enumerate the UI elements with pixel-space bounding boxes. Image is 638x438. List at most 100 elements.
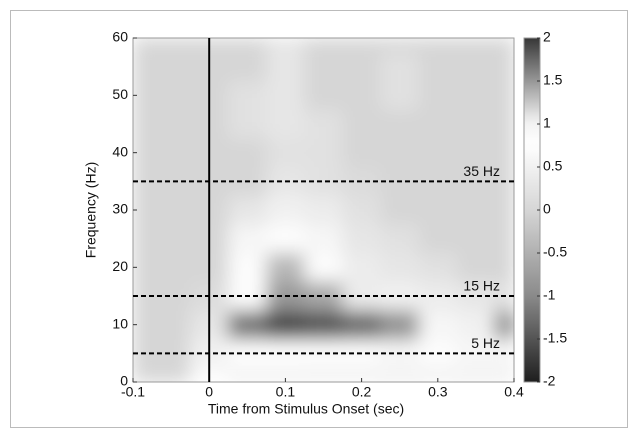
x-tick-label: 0.1 [276,384,296,400]
band-label: 15 Hz [463,278,500,294]
heat-cell [494,109,514,139]
heat-cell [418,138,458,168]
heat-cell [266,367,305,382]
colorbar-tick-label: -1 [543,287,556,303]
heat-cell [456,195,496,225]
y-tick-label: 50 [112,86,128,102]
heat-cell [304,195,344,225]
heat-cell [304,224,344,254]
heat-cell [266,52,305,82]
heat-cell [133,224,153,254]
heat-cell [342,109,382,139]
heat-cell [418,224,458,254]
heat-cell [342,52,382,82]
heat-cell [380,109,420,139]
y-axis-label: Frequency (Hz) [83,162,99,258]
x-tick-label: 0 [205,384,213,400]
heat-cell [228,81,267,111]
heat-cell [266,109,305,139]
heat-cell [228,310,267,340]
heat-cell [133,367,153,382]
heat-cell [133,109,153,139]
heat-cell [494,195,514,225]
heat-cell [152,367,191,382]
heat-cell [228,195,267,225]
heat-cell [494,38,514,53]
x-tick-label: 0.4 [504,384,524,400]
y-tick-label: 60 [112,29,128,45]
heat-cell [266,310,305,340]
y-tick-label: 40 [112,143,128,159]
heat-cell [133,38,153,53]
heat-cell [456,38,496,53]
heat-cell [266,81,305,111]
heat-cell [380,81,420,111]
heat-cell [266,195,305,225]
heat-cell [228,52,267,82]
heat-cell [228,38,267,53]
heat-cell [342,195,382,225]
heat-cell [266,224,305,254]
heat-cell [494,138,514,168]
band-label: 5 Hz [471,335,500,351]
heat-cell [152,52,191,82]
heat-cell [456,81,496,111]
heat-cell [266,253,305,283]
heat-cell [152,253,191,283]
heat-cell [266,38,305,53]
y-tick-label: 0 [120,373,128,389]
heat-cell [133,253,153,283]
heat-cell [304,52,344,82]
heat-cell [304,253,344,283]
heat-cell [342,367,382,382]
x-axis-label: Time from Stimulus Onset (sec) [208,401,404,417]
heat-cell [304,38,344,53]
heat-cell [133,310,153,340]
colorbar-tick-label: -2 [543,373,556,389]
heat-cell [494,81,514,111]
heat-cell [380,138,420,168]
heat-cell [342,310,382,340]
y-tick-label: 10 [112,315,128,331]
heat-cell [342,253,382,283]
colorbar-tick-label: 0 [543,201,551,217]
colorbar-tick-label: 1 [543,115,551,131]
heat-cell [456,367,496,382]
heat-cell [228,224,267,254]
heat-cell [456,138,496,168]
heat-cell [342,224,382,254]
heat-cell [380,52,420,82]
heat-cell [380,253,420,283]
heat-cell [304,310,344,340]
colorbar-tick-label: -0.5 [543,244,567,260]
heat-cell [342,138,382,168]
heat-cell [152,224,191,254]
heat-cell [304,367,344,382]
heat-cell [133,81,153,111]
heat-cell [228,109,267,139]
heat-cell [494,52,514,82]
colorbar-tick-label: -1.5 [543,330,567,346]
heat-cell [418,38,458,53]
heat-cell [304,81,344,111]
heat-cell [456,224,496,254]
colorbar-tick-label: 0.5 [543,158,563,174]
heat-cell [418,109,458,139]
heat-cell [456,52,496,82]
heat-cell [418,52,458,82]
heat-cell [494,224,514,254]
heat-cell [152,138,191,168]
heat-cell [380,224,420,254]
heat-cell [418,81,458,111]
heat-cell [152,38,191,53]
heat-cell [418,253,458,283]
heat-cell [418,310,458,340]
heat-cell [342,81,382,111]
heat-cell [456,253,496,283]
heat-cell [152,81,191,111]
colorbar-tick-label: 2 [543,29,551,45]
heat-cell [456,109,496,139]
heat-cell [266,138,305,168]
heat-cell [494,310,514,340]
